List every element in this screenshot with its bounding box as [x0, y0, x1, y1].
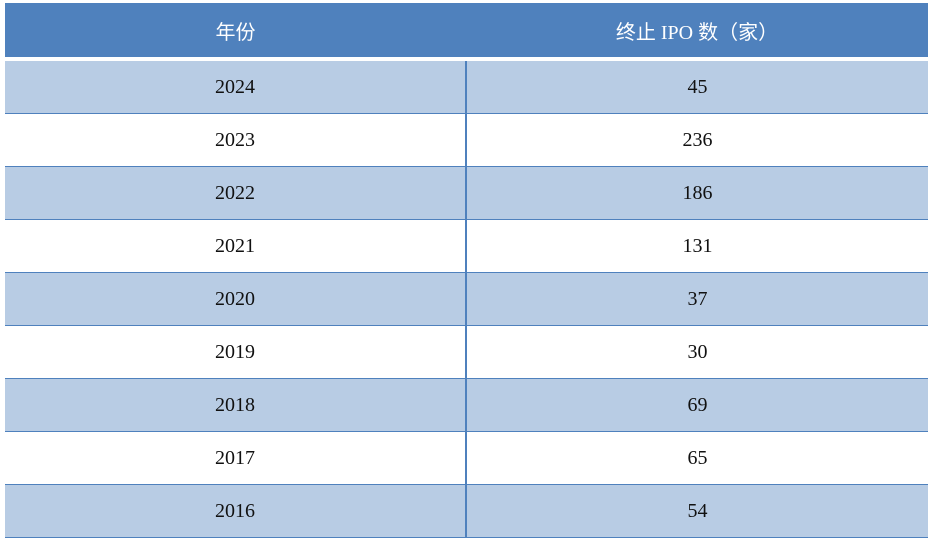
count-cell: 37: [465, 272, 928, 326]
table-row: 2023 236: [5, 113, 928, 167]
table-row: 2024 45: [5, 58, 928, 114]
count-cell: 186: [465, 166, 928, 220]
year-cell: 2017: [5, 431, 466, 485]
table-row: 2019 30: [5, 325, 928, 379]
header-row: 年份 终止 IPO 数（家）: [5, 3, 928, 61]
count-cell: 69: [465, 378, 928, 432]
count-cell: 30: [465, 325, 928, 379]
table-row: 2017 65: [5, 431, 928, 485]
header-cell: 终止 IPO 数（家）: [466, 3, 928, 61]
year-cell: 2024: [5, 58, 466, 114]
count-cell: 236: [465, 113, 928, 167]
year-cell: 2018: [5, 378, 466, 432]
year-cell: 2021: [5, 219, 466, 273]
year-cell: 2019: [5, 325, 466, 379]
year-cell: 2020: [5, 272, 466, 326]
count-cell: 54: [465, 484, 928, 538]
table-row: 2020 37: [5, 272, 928, 326]
table-row: 2016 54: [5, 484, 928, 538]
ipo-table: 年份 终止 IPO 数（家） 2024 45 2023 236 2022 186 2021 13…: [5, 3, 928, 538]
year-cell: 2016: [5, 484, 466, 538]
table-body: 2024 45 2023 236 2022 186 2021 131 2020 37 2019 30 2…: [5, 58, 928, 538]
count-cell: 65: [465, 431, 928, 485]
count-cell: 45: [465, 58, 928, 114]
table-row: 2021 131: [5, 219, 928, 273]
count-cell: 131: [465, 219, 928, 273]
table-row: 2018 69: [5, 378, 928, 432]
year-cell: 2022: [5, 166, 466, 220]
table-row: 2022 186: [5, 166, 928, 220]
header-cell: 年份: [5, 3, 466, 61]
year-cell: 2023: [5, 113, 466, 167]
